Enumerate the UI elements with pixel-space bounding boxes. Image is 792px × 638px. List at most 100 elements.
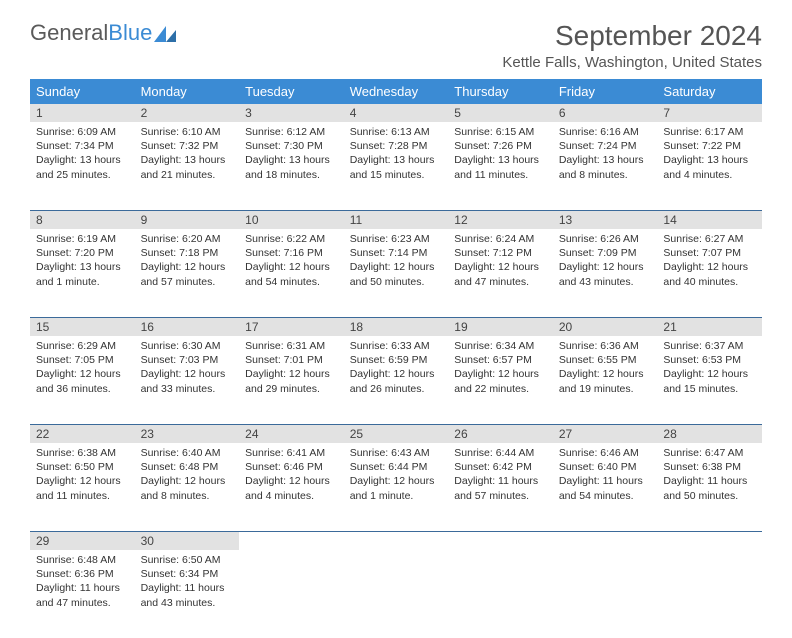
daylight: Daylight: 12 hours and 8 minutes. xyxy=(141,474,234,502)
sunset: Sunset: 7:16 PM xyxy=(245,246,338,260)
sunset: Sunset: 7:18 PM xyxy=(141,246,234,260)
day-cell: Sunrise: 6:43 AMSunset: 6:44 PMDaylight:… xyxy=(344,443,449,531)
sunset: Sunset: 7:14 PM xyxy=(350,246,443,260)
day-number: 1 xyxy=(30,104,135,122)
day-cell: Sunrise: 6:33 AMSunset: 6:59 PMDaylight:… xyxy=(344,336,449,424)
calendar: SundayMondayTuesdayWednesdayThursdayFrid… xyxy=(30,79,762,638)
day-number xyxy=(657,532,762,550)
day-cell: Sunrise: 6:30 AMSunset: 7:03 PMDaylight:… xyxy=(135,336,240,424)
day-cell: Sunrise: 6:47 AMSunset: 6:38 PMDaylight:… xyxy=(657,443,762,531)
sunset: Sunset: 6:42 PM xyxy=(454,460,547,474)
sunset: Sunset: 6:59 PM xyxy=(350,353,443,367)
sunrise: Sunrise: 6:12 AM xyxy=(245,125,338,139)
sunset: Sunset: 7:05 PM xyxy=(36,353,129,367)
day-number: 4 xyxy=(344,104,449,122)
day-cell: Sunrise: 6:31 AMSunset: 7:01 PMDaylight:… xyxy=(239,336,344,424)
sunset: Sunset: 7:20 PM xyxy=(36,246,129,260)
day-header: Sunday xyxy=(30,79,135,104)
sunrise: Sunrise: 6:41 AM xyxy=(245,446,338,460)
daynum-row: 15161718192021 xyxy=(30,318,762,336)
day-cell: Sunrise: 6:17 AMSunset: 7:22 PMDaylight:… xyxy=(657,122,762,210)
logo: GeneralBlue xyxy=(30,20,178,46)
daylight: Daylight: 12 hours and 33 minutes. xyxy=(141,367,234,395)
daylight: Daylight: 13 hours and 21 minutes. xyxy=(141,153,234,181)
day-number: 23 xyxy=(135,425,240,443)
day-number: 2 xyxy=(135,104,240,122)
daylight: Daylight: 13 hours and 8 minutes. xyxy=(559,153,652,181)
day-cell: Sunrise: 6:41 AMSunset: 6:46 PMDaylight:… xyxy=(239,443,344,531)
daylight: Daylight: 12 hours and 50 minutes. xyxy=(350,260,443,288)
day-header: Wednesday xyxy=(344,79,449,104)
day-number: 11 xyxy=(344,211,449,229)
daylight: Daylight: 11 hours and 43 minutes. xyxy=(141,581,234,609)
daylight: Daylight: 13 hours and 18 minutes. xyxy=(245,153,338,181)
sunrise: Sunrise: 6:24 AM xyxy=(454,232,547,246)
day-number: 17 xyxy=(239,318,344,336)
daylight: Daylight: 12 hours and 47 minutes. xyxy=(454,260,547,288)
day-number: 9 xyxy=(135,211,240,229)
day-number: 5 xyxy=(448,104,553,122)
daynum-row: 2930 xyxy=(30,532,762,550)
day-header: Tuesday xyxy=(239,79,344,104)
daylight: Daylight: 13 hours and 25 minutes. xyxy=(36,153,129,181)
daylight: Daylight: 13 hours and 1 minute. xyxy=(36,260,129,288)
day-number xyxy=(239,532,344,550)
day-number: 16 xyxy=(135,318,240,336)
sunset: Sunset: 7:28 PM xyxy=(350,139,443,153)
day-cell: Sunrise: 6:23 AMSunset: 7:14 PMDaylight:… xyxy=(344,229,449,317)
day-number: 29 xyxy=(30,532,135,550)
day-cell xyxy=(657,550,762,638)
day-cell: Sunrise: 6:13 AMSunset: 7:28 PMDaylight:… xyxy=(344,122,449,210)
logo-text-2: Blue xyxy=(108,20,152,46)
sunset: Sunset: 7:24 PM xyxy=(559,139,652,153)
sunrise: Sunrise: 6:23 AM xyxy=(350,232,443,246)
header: GeneralBlue September 2024 Kettle Falls,… xyxy=(30,20,762,71)
daynum-row: 891011121314 xyxy=(30,211,762,229)
day-number: 3 xyxy=(239,104,344,122)
week-row: Sunrise: 6:29 AMSunset: 7:05 PMDaylight:… xyxy=(30,336,762,425)
day-cell: Sunrise: 6:27 AMSunset: 7:07 PMDaylight:… xyxy=(657,229,762,317)
day-header: Saturday xyxy=(657,79,762,104)
sunrise: Sunrise: 6:10 AM xyxy=(141,125,234,139)
weeks-container: 1234567Sunrise: 6:09 AMSunset: 7:34 PMDa… xyxy=(30,104,762,638)
sunrise: Sunrise: 6:36 AM xyxy=(559,339,652,353)
day-header: Monday xyxy=(135,79,240,104)
logo-text-1: General xyxy=(30,20,108,46)
daylight: Daylight: 11 hours and 50 minutes. xyxy=(663,474,756,502)
day-cell: Sunrise: 6:15 AMSunset: 7:26 PMDaylight:… xyxy=(448,122,553,210)
day-number: 19 xyxy=(448,318,553,336)
day-cell: Sunrise: 6:19 AMSunset: 7:20 PMDaylight:… xyxy=(30,229,135,317)
day-cell: Sunrise: 6:50 AMSunset: 6:34 PMDaylight:… xyxy=(135,550,240,638)
sunset: Sunset: 6:34 PM xyxy=(141,567,234,581)
day-number: 10 xyxy=(239,211,344,229)
sunrise: Sunrise: 6:19 AM xyxy=(36,232,129,246)
day-cell xyxy=(448,550,553,638)
day-cell: Sunrise: 6:29 AMSunset: 7:05 PMDaylight:… xyxy=(30,336,135,424)
sunset: Sunset: 7:34 PM xyxy=(36,139,129,153)
sunset: Sunset: 6:40 PM xyxy=(559,460,652,474)
sunset: Sunset: 7:07 PM xyxy=(663,246,756,260)
week-row: Sunrise: 6:38 AMSunset: 6:50 PMDaylight:… xyxy=(30,443,762,532)
sunset: Sunset: 7:22 PM xyxy=(663,139,756,153)
daylight: Daylight: 12 hours and 15 minutes. xyxy=(663,367,756,395)
day-number: 6 xyxy=(553,104,658,122)
daylight: Daylight: 12 hours and 36 minutes. xyxy=(36,367,129,395)
day-cell: Sunrise: 6:46 AMSunset: 6:40 PMDaylight:… xyxy=(553,443,658,531)
daylight: Daylight: 12 hours and 26 minutes. xyxy=(350,367,443,395)
day-cell: Sunrise: 6:48 AMSunset: 6:36 PMDaylight:… xyxy=(30,550,135,638)
location: Kettle Falls, Washington, United States xyxy=(502,54,762,71)
daynum-row: 22232425262728 xyxy=(30,425,762,443)
daylight: Daylight: 12 hours and 22 minutes. xyxy=(454,367,547,395)
daylight: Daylight: 13 hours and 4 minutes. xyxy=(663,153,756,181)
sunset: Sunset: 7:03 PM xyxy=(141,353,234,367)
sunset: Sunset: 6:48 PM xyxy=(141,460,234,474)
sunrise: Sunrise: 6:44 AM xyxy=(454,446,547,460)
daylight: Daylight: 11 hours and 47 minutes. xyxy=(36,581,129,609)
day-number: 27 xyxy=(553,425,658,443)
sunrise: Sunrise: 6:27 AM xyxy=(663,232,756,246)
daylight: Daylight: 13 hours and 11 minutes. xyxy=(454,153,547,181)
daylight: Daylight: 12 hours and 29 minutes. xyxy=(245,367,338,395)
day-cell: Sunrise: 6:37 AMSunset: 6:53 PMDaylight:… xyxy=(657,336,762,424)
sunset: Sunset: 6:38 PM xyxy=(663,460,756,474)
day-headers: SundayMondayTuesdayWednesdayThursdayFrid… xyxy=(30,79,762,104)
